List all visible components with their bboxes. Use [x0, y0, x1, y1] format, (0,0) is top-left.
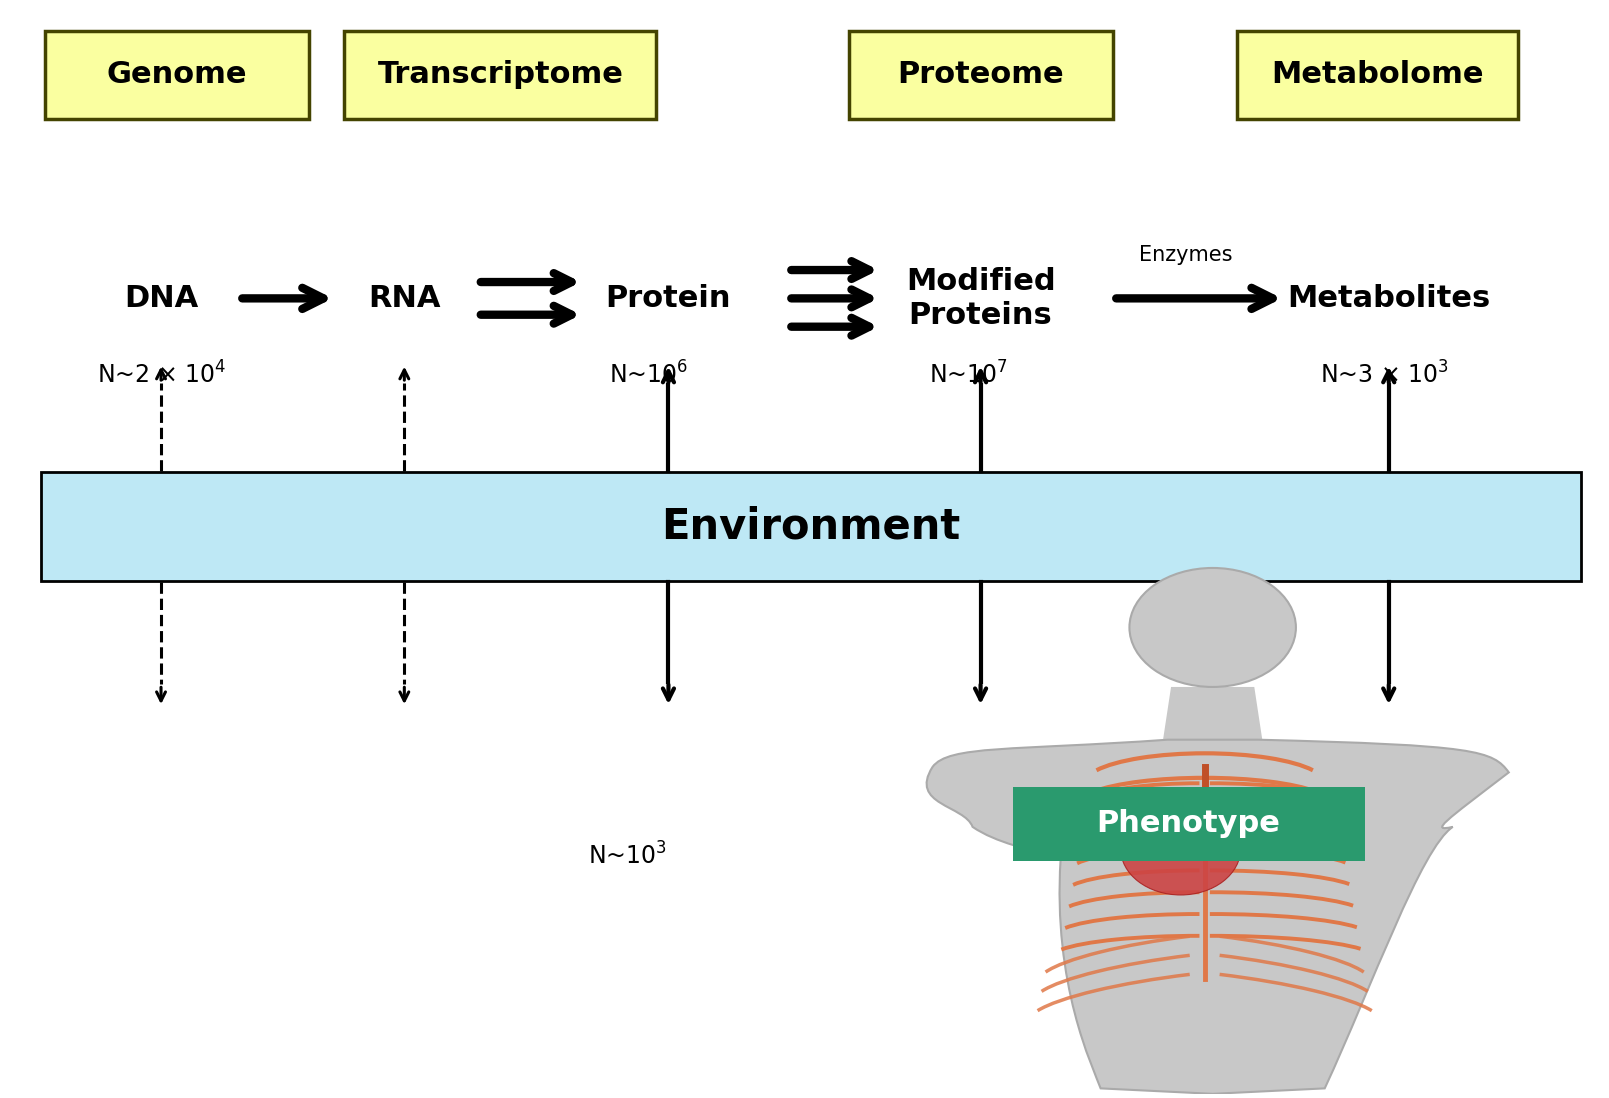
Text: Metabolome: Metabolome [1271, 60, 1483, 90]
Ellipse shape [1120, 803, 1241, 895]
Text: N~2 $\times$ 10$^4$: N~2 $\times$ 10$^4$ [97, 361, 227, 389]
Text: N~10$^3$: N~10$^3$ [589, 842, 668, 870]
Text: N~3 $\times$ 10$^3$: N~3 $\times$ 10$^3$ [1319, 361, 1448, 389]
Polygon shape [1163, 687, 1263, 740]
Text: Genome: Genome [106, 60, 248, 90]
FancyBboxPatch shape [848, 32, 1113, 119]
Text: N~10$^6$: N~10$^6$ [610, 361, 689, 389]
Text: Protein: Protein [605, 284, 730, 313]
FancyBboxPatch shape [45, 32, 309, 119]
Text: Metabolites: Metabolites [1287, 284, 1490, 313]
Text: Proteome: Proteome [898, 60, 1064, 90]
Text: RNA: RNA [368, 284, 441, 313]
Text: Modified
Proteins: Modified Proteins [906, 267, 1056, 329]
Ellipse shape [1130, 568, 1295, 687]
PathPatch shape [927, 740, 1509, 1094]
FancyBboxPatch shape [1237, 32, 1517, 119]
FancyBboxPatch shape [40, 472, 1580, 581]
Text: DNA: DNA [124, 284, 198, 313]
Text: Phenotype: Phenotype [1097, 809, 1281, 838]
FancyBboxPatch shape [1012, 786, 1364, 861]
Text: Transcriptome: Transcriptome [378, 60, 623, 90]
FancyBboxPatch shape [344, 32, 656, 119]
Text: N~10$^7$: N~10$^7$ [930, 361, 1009, 389]
Text: Environment: Environment [661, 505, 961, 547]
Text: Enzymes: Enzymes [1139, 245, 1232, 265]
